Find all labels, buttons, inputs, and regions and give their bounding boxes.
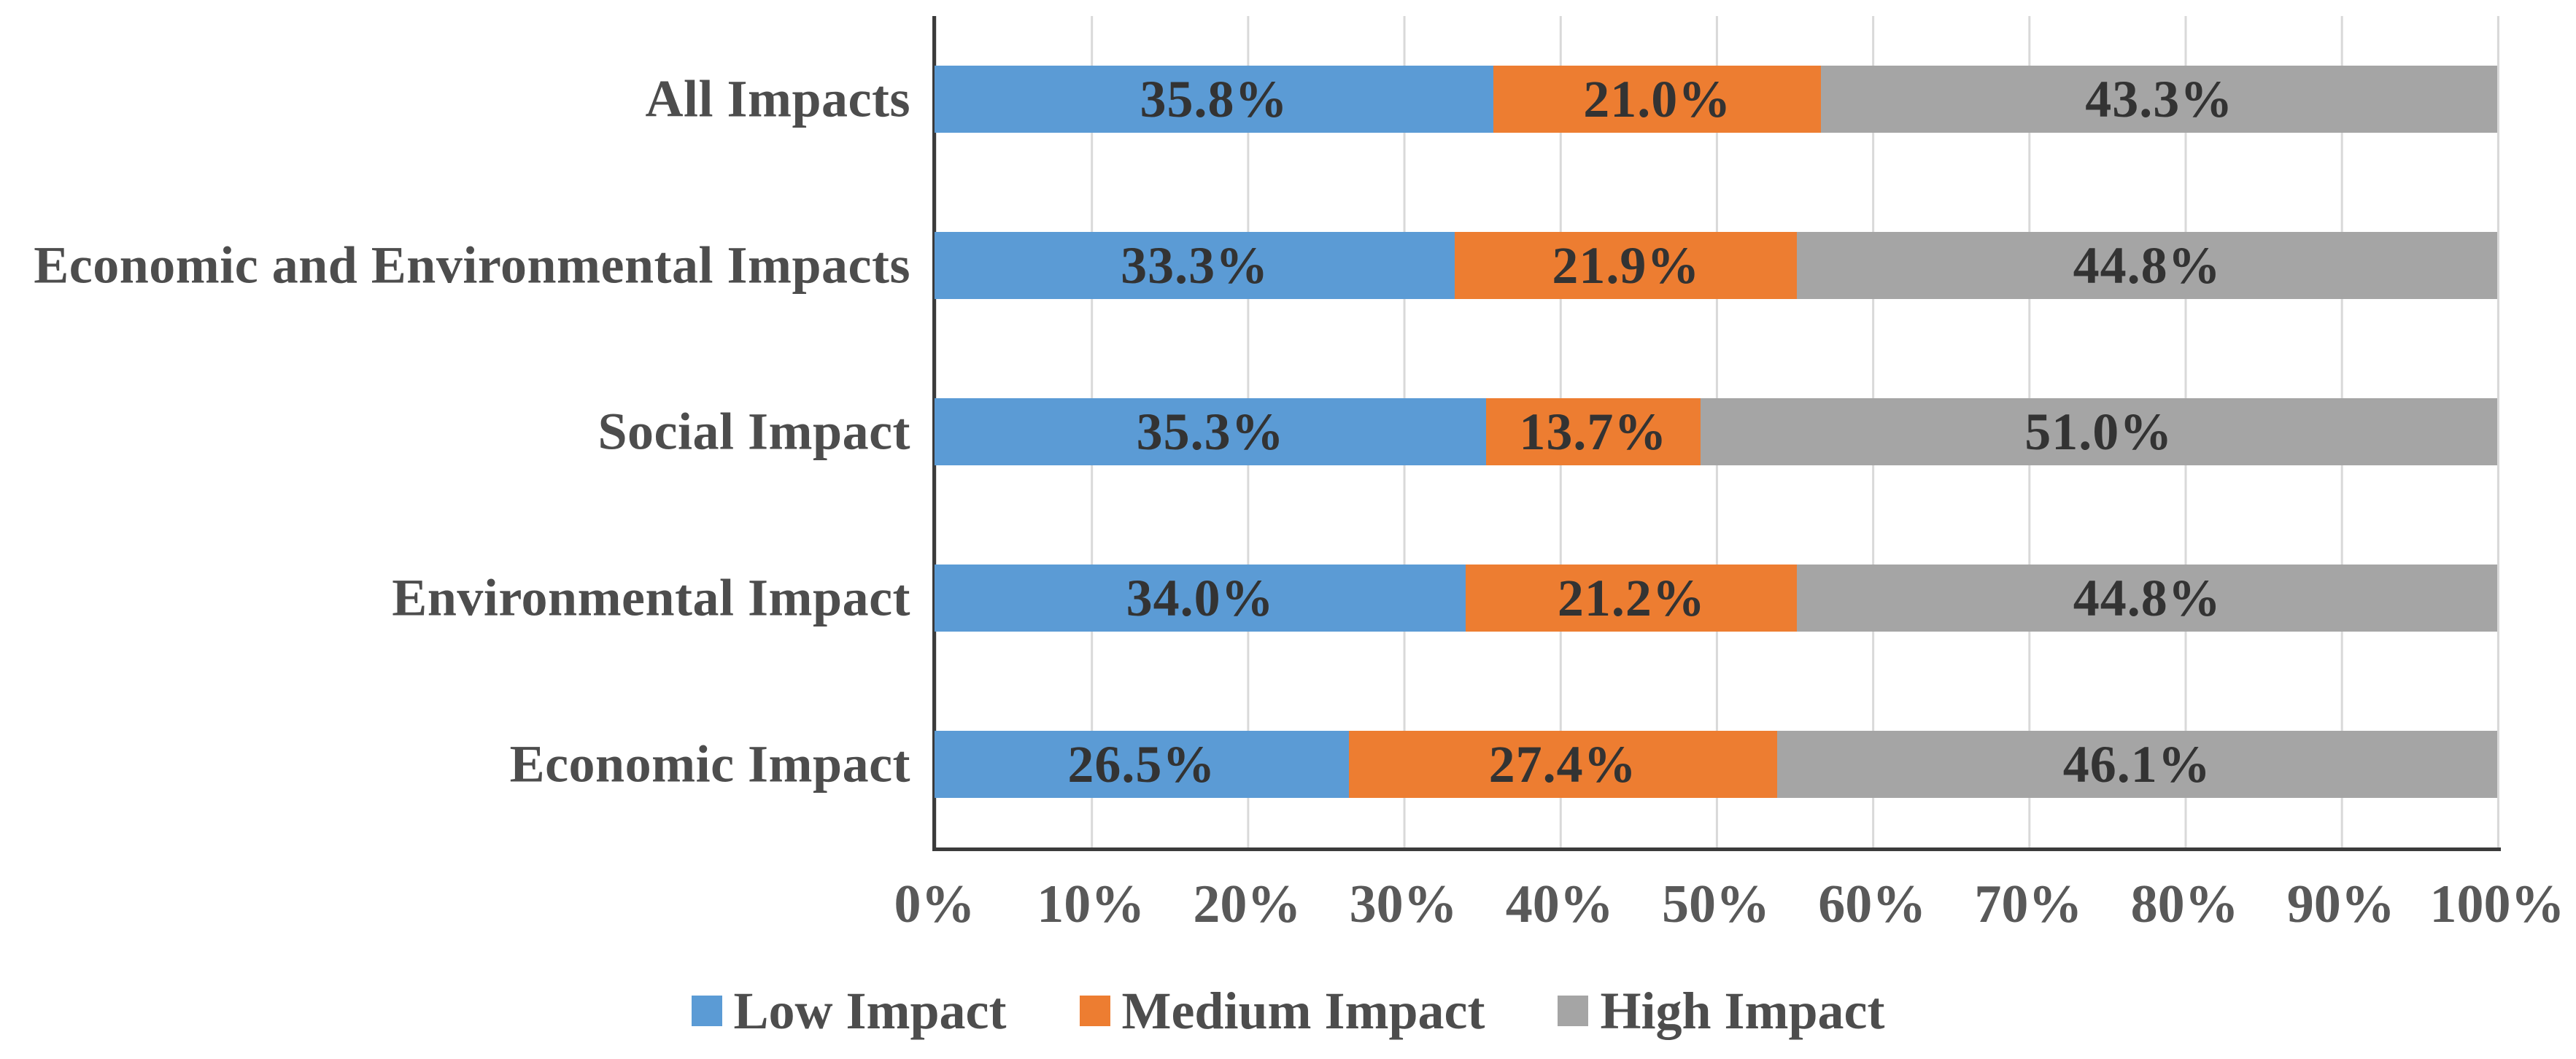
- category-label: Economic Impact: [509, 734, 910, 794]
- legend-item: High Impact: [1558, 981, 1884, 1041]
- x-axis-line: [932, 847, 2501, 851]
- bar-row: 35.8% 21.0% 43.3%: [935, 66, 2497, 133]
- bar-data-label: 21.0%: [1583, 69, 1732, 128]
- bar-row: 33.3% 21.9% 44.8%: [935, 232, 2497, 299]
- x-tick-label: 20%: [1193, 874, 1301, 934]
- bar-segment: 21.2%: [1466, 565, 1798, 632]
- x-tick-label: 80%: [2130, 874, 2239, 934]
- bar-segment: 43.3%: [1821, 66, 2497, 133]
- plot-area: 35.8% 21.0% 43.3% 33.3% 21.9% 44.8% 35.3% 13.7%…: [932, 16, 2501, 851]
- bar-segment: 35.8%: [935, 66, 1494, 133]
- bar-row: 35.3% 13.7% 51.0%: [935, 398, 2497, 465]
- x-tick-label: 50%: [1662, 874, 1770, 934]
- x-tick-label: 40%: [1505, 874, 1614, 934]
- category-label: Social Impact: [597, 402, 910, 461]
- category-label: Economic and Environmental Impacts: [34, 236, 910, 295]
- legend-swatch-icon: [1558, 996, 1589, 1026]
- category-label: Environmental Impact: [392, 568, 910, 627]
- bar-row: 34.0% 21.2% 44.8%: [935, 565, 2497, 632]
- x-tick-label: 90%: [2286, 874, 2395, 934]
- legend-swatch-icon: [1079, 996, 1110, 1026]
- bar-data-label: 21.2%: [1557, 568, 1706, 627]
- legend-swatch-icon: [691, 996, 722, 1026]
- bar-segment: 34.0%: [935, 565, 1466, 632]
- bar-data-label: 44.8%: [2073, 236, 2221, 295]
- bar-segment: 13.7%: [1486, 398, 1701, 465]
- bar-segment: 51.0%: [1700, 398, 2497, 465]
- y-axis-line: [932, 16, 936, 847]
- legend-label: High Impact: [1600, 981, 1885, 1040]
- bar-data-label: 35.3%: [1136, 402, 1285, 461]
- legend-item: Low Impact: [691, 981, 1007, 1041]
- bar-data-label: 51.0%: [2024, 402, 2173, 461]
- bar-data-label: 21.9%: [1552, 236, 1701, 295]
- bar-data-label: 34.0%: [1126, 568, 1275, 627]
- bar-row: 26.5% 27.4% 46.1%: [935, 731, 2497, 798]
- bar-segment: 46.1%: [1776, 731, 2497, 798]
- bar-data-label: 26.5%: [1067, 734, 1216, 794]
- bar-data-label: 46.1%: [2062, 734, 2211, 794]
- x-tick-label: 100%: [2429, 874, 2565, 934]
- bar-data-label: 33.3%: [1121, 236, 1269, 295]
- legend-label: Medium Impact: [1121, 981, 1485, 1040]
- bar-segment: 26.5%: [935, 731, 1349, 798]
- bar-data-label: 13.7%: [1519, 402, 1668, 461]
- bar-segment: 21.0%: [1493, 66, 1822, 133]
- bar-data-label: 43.3%: [2085, 69, 2234, 128]
- bar-data-label: 35.8%: [1140, 69, 1288, 128]
- x-tick-label: 0%: [894, 874, 975, 934]
- bar-data-label: 27.4%: [1488, 734, 1637, 794]
- bar-segment: 35.3%: [935, 398, 1487, 465]
- x-tick-label: 70%: [1974, 874, 2083, 934]
- x-tick-label: 10%: [1037, 874, 1145, 934]
- bar-segment: 33.3%: [935, 232, 1455, 299]
- legend-item: Medium Impact: [1079, 981, 1485, 1041]
- bar-segment: 44.8%: [1797, 565, 2497, 632]
- legend: Low Impact Medium Impact High Impact: [0, 974, 2576, 1047]
- bar-data-label: 44.8%: [2073, 568, 2221, 627]
- bar-segment: 44.8%: [1797, 232, 2497, 299]
- category-label: All Impacts: [645, 69, 910, 128]
- legend-label: Low Impact: [733, 981, 1007, 1040]
- x-tick-label: 60%: [1818, 874, 1927, 934]
- bar-segment: 27.4%: [1348, 731, 1777, 798]
- bar-segment: 21.9%: [1455, 232, 1798, 299]
- x-tick-label: 30%: [1349, 874, 1458, 934]
